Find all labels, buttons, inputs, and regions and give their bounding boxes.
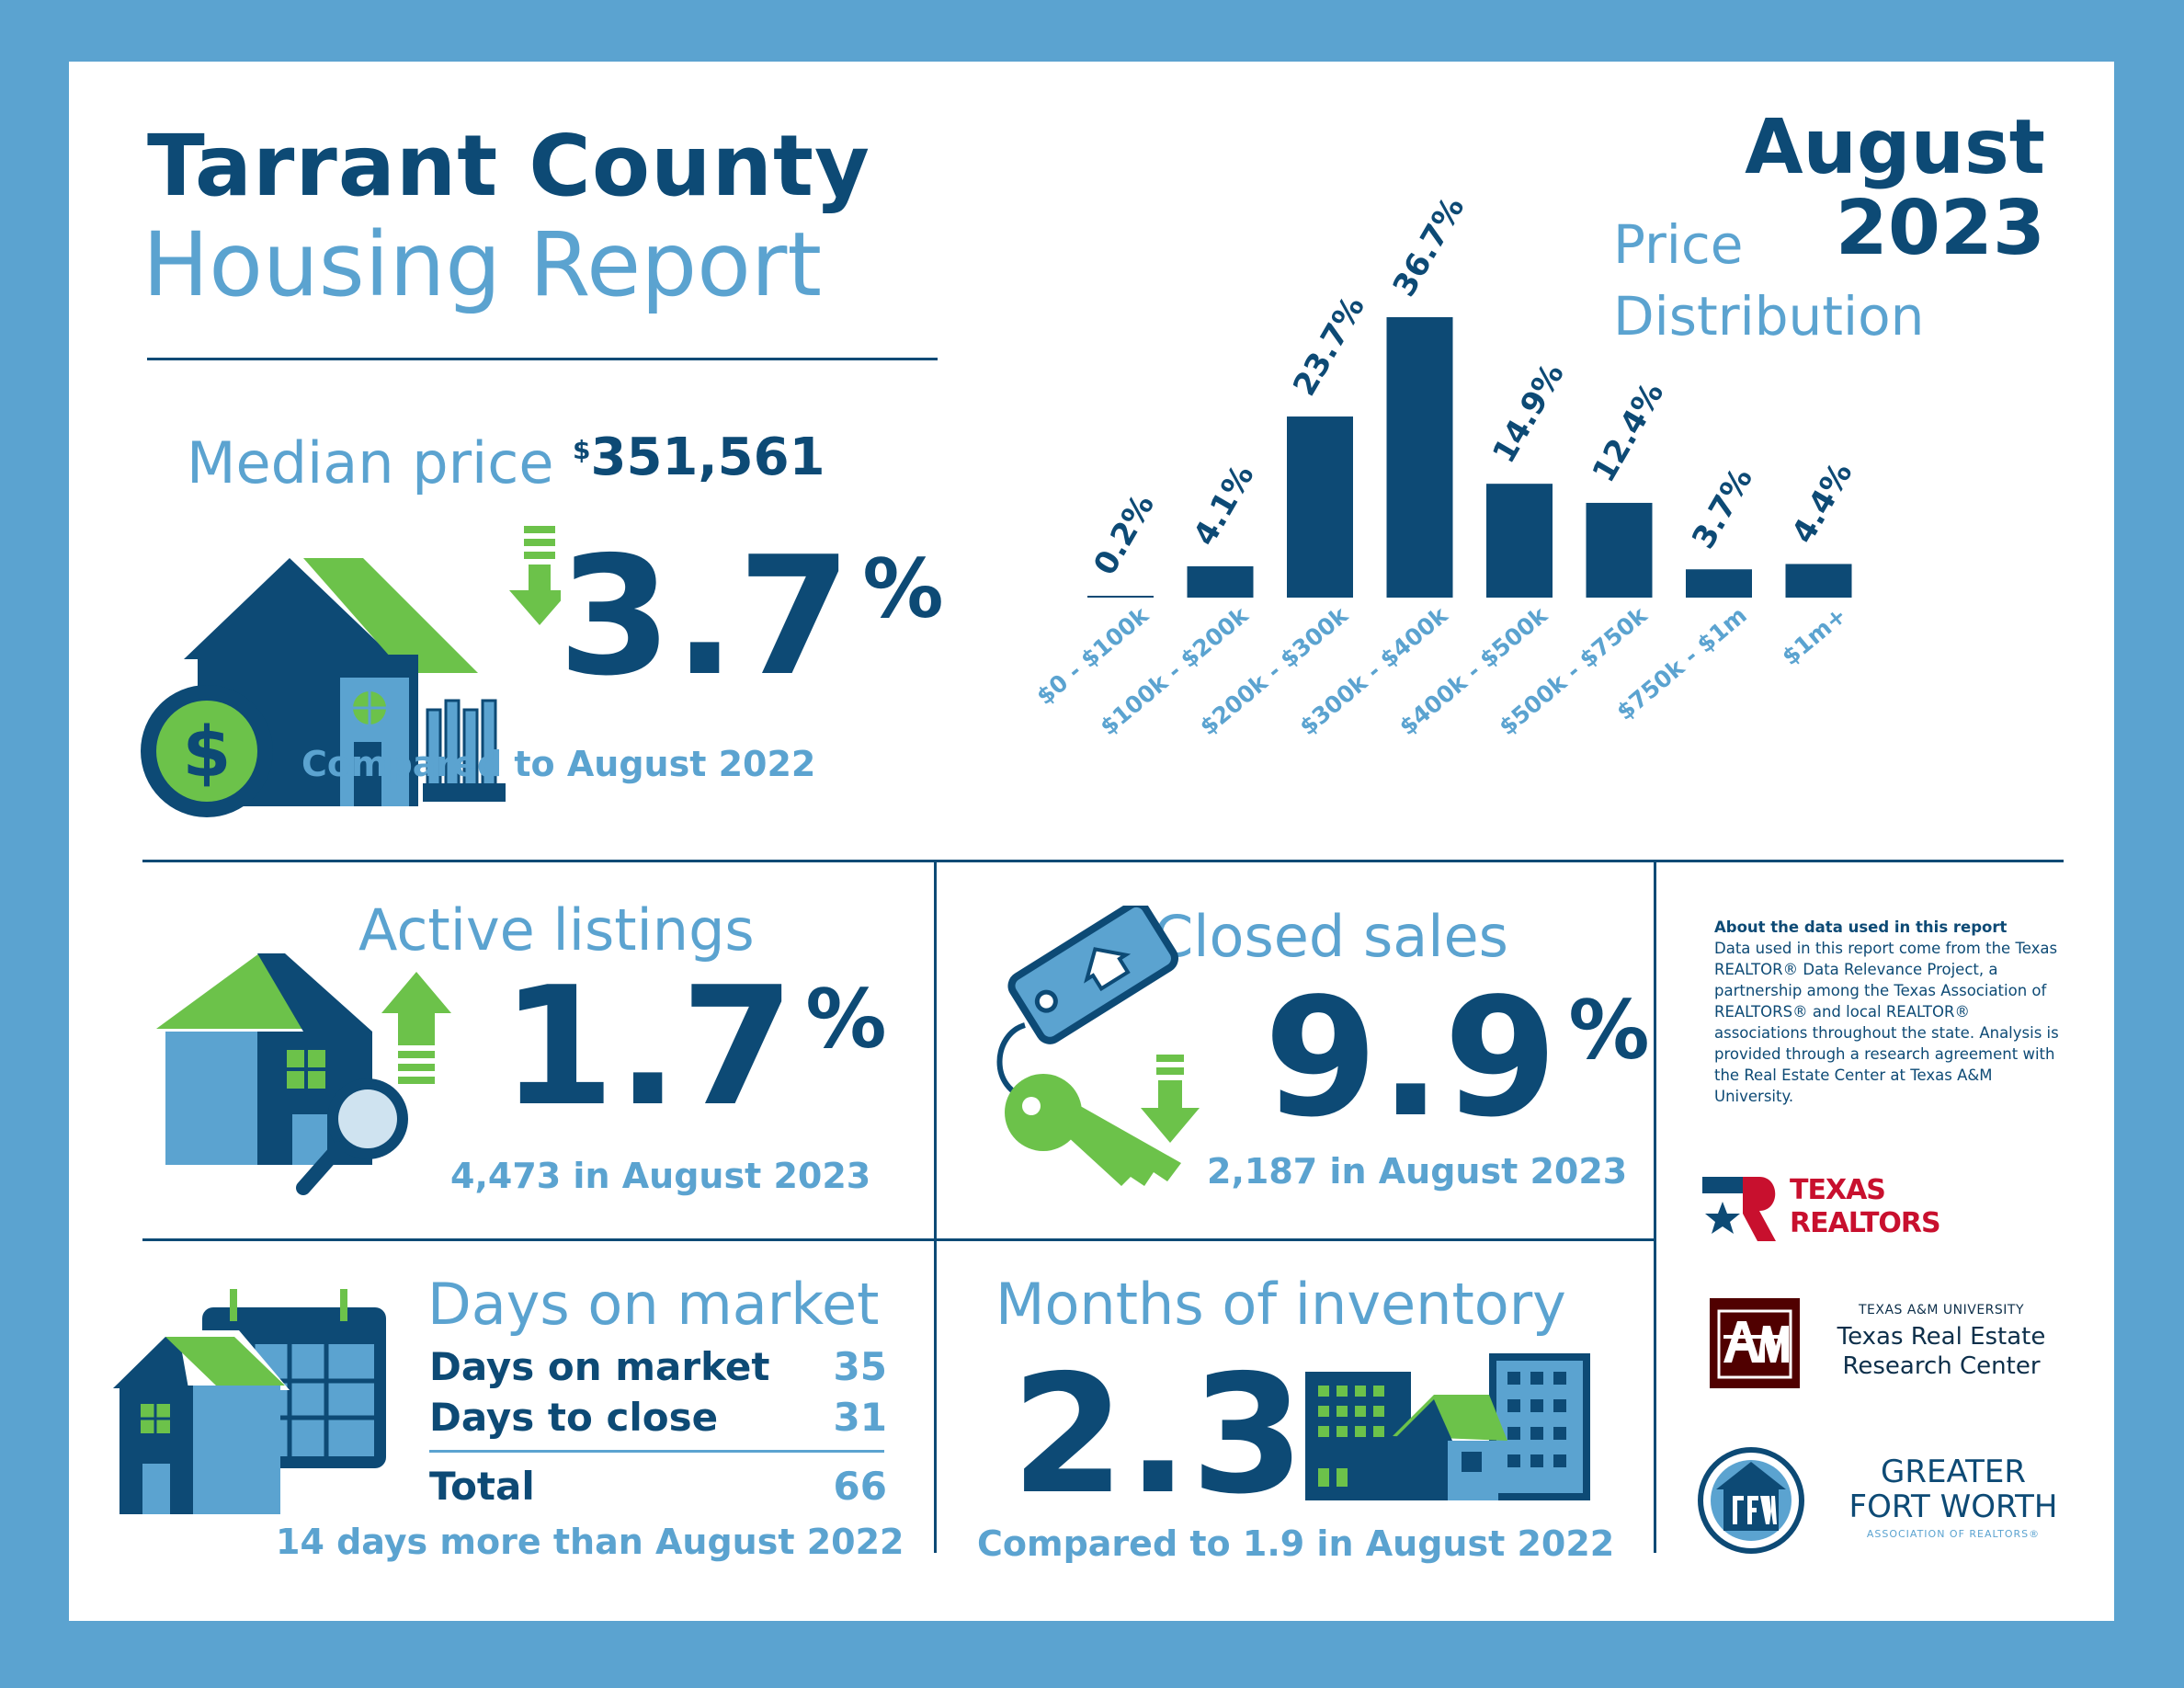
- bar-value-label-6: 12.4%: [1586, 376, 1672, 488]
- median-price-amount: 351,561: [590, 428, 825, 487]
- bar-3: [1287, 416, 1353, 598]
- bar-5: [1486, 484, 1553, 598]
- house-dollar-icon: $: [141, 526, 561, 817]
- report-title: Tarrant County: [147, 117, 870, 215]
- column-divider-2: [1654, 861, 1656, 1553]
- total-divider: [429, 1450, 884, 1453]
- about-data-note: About the data used in this report Data …: [1714, 917, 2064, 1107]
- median-currency: $: [573, 435, 591, 465]
- months-inventory-value: 2.3: [1011, 1340, 1307, 1530]
- median-price-label: Median price: [187, 429, 554, 496]
- active-change-unit: %: [805, 972, 889, 1066]
- gfw-emblem: [1698, 1447, 1804, 1554]
- price-distribution-label-line1: Price: [1613, 213, 1744, 276]
- total-row-label: Total: [429, 1464, 535, 1509]
- texas-realtors-line1: TEXAS: [1790, 1174, 1886, 1206]
- tamu-line2: Research Center: [1842, 1352, 2041, 1380]
- dom-row-label: Days on market: [429, 1344, 770, 1389]
- tamu-text: TEXAS A&M UNIVERSITY Texas Real Estate R…: [1813, 1303, 2070, 1380]
- category-label-8: $1m+: [1777, 601, 1851, 670]
- tamu-logo: TEXAS A&M UNIVERSITY Texas Real Estate R…: [1710, 1298, 2077, 1399]
- report-year: 2023: [1835, 185, 2045, 272]
- gfw-line2: FORT WORTH: [1848, 1488, 2058, 1525]
- inventory-comparison: Compared to 1.9 in August 2022: [977, 1523, 1615, 1564]
- closed-change: 9.9%: [1264, 963, 1652, 1153]
- bar-1: [1087, 596, 1154, 598]
- calendar-house-icon: [106, 1289, 386, 1514]
- months-inventory-label: Months of inventory: [995, 1271, 1566, 1338]
- about-heading: About the data used in this report: [1714, 918, 2008, 936]
- active-detail: 4,473 in August 2023: [450, 1156, 871, 1196]
- bar-value-label-2: 4.1%: [1187, 459, 1262, 553]
- total-row-value: 66: [833, 1464, 887, 1509]
- title-divider: [147, 358, 938, 360]
- bar-value-label-5: 14.9%: [1485, 358, 1572, 470]
- key-tag-icon: [996, 906, 1200, 1186]
- bar-value-label-1: 0.2%: [1086, 488, 1162, 582]
- dom-row-value: 35: [833, 1344, 887, 1389]
- gfw-line1: GREATER: [1881, 1454, 2026, 1490]
- gfw-line3: ASSOCIATION OF REALTORS®: [1866, 1528, 2041, 1540]
- section-divider: [142, 860, 2064, 862]
- price-distribution-label: Price Distribution: [1613, 209, 1924, 352]
- svg-text:$: $: [183, 711, 232, 793]
- bar-value-label-7: 3.7%: [1685, 462, 1760, 555]
- texas-realtors-text: TEXAS REALTORS: [1790, 1174, 1941, 1240]
- report-subtitle: Housing Report: [142, 213, 822, 316]
- days-on-market-label: Days on market: [427, 1271, 880, 1338]
- bar-8: [1785, 564, 1852, 598]
- active-change: 1.7%: [501, 952, 889, 1142]
- bar-4: [1386, 317, 1453, 598]
- texas-realtors-emblem: [1702, 1177, 1776, 1241]
- tamu-university: TEXAS A&M UNIVERSITY: [1858, 1303, 2025, 1317]
- closed-change-value: 9.9: [1264, 963, 1560, 1153]
- report-card: Tarrant County Housing Report August 202…: [69, 62, 2114, 1621]
- dtc-row-label: Days to close: [429, 1395, 719, 1440]
- bar-2: [1187, 565, 1254, 598]
- days-comparison: 14 days more than August 2022: [276, 1522, 904, 1562]
- about-body: Data used in this report come from the T…: [1714, 940, 2059, 1105]
- dtc-row-value: 31: [833, 1395, 887, 1440]
- median-change: 3.7%: [558, 521, 946, 712]
- closed-change-unit: %: [1568, 983, 1652, 1078]
- house-search-icon: [156, 953, 451, 1195]
- active-listings-label: Active listings: [358, 896, 755, 964]
- texas-realtors-line2: REALTORS: [1790, 1207, 1941, 1239]
- bar-value-label-8: 4.4%: [1785, 456, 1860, 550]
- buildings-icon: [1305, 1353, 1590, 1500]
- row-divider: [142, 1238, 1655, 1241]
- bar-value-label-3: 23.7%: [1286, 290, 1372, 402]
- price-distribution-label-line2: Distribution: [1613, 285, 1925, 348]
- gfw-logo: GREATER FORT WORTH ASSOCIATION OF REALTO…: [1696, 1445, 2100, 1556]
- closed-detail: 2,187 in August 2023: [1207, 1151, 1628, 1192]
- column-divider-1: [934, 861, 937, 1553]
- texas-realtors-logo: TEXAS REALTORS: [1702, 1169, 1951, 1248]
- tamu-mark: [1710, 1298, 1800, 1388]
- median-price-value: $351,561: [573, 428, 825, 487]
- gfw-text: GREATER FORT WORTH ASSOCIATION OF REALTO…: [1815, 1454, 2091, 1540]
- median-comparison: Compared to August 2022: [301, 744, 816, 784]
- tamu-line1: Texas Real Estate: [1837, 1323, 2046, 1351]
- bar-6: [1586, 502, 1653, 598]
- median-change-value: 3.7: [558, 521, 854, 712]
- bar-7: [1686, 569, 1752, 598]
- closed-sales-label: Closed sales: [1154, 903, 1508, 970]
- median-change-unit: %: [862, 542, 946, 636]
- report-date: August 2023: [1745, 108, 2045, 269]
- active-change-value: 1.7: [501, 952, 797, 1142]
- bar-value-label-4: 36.7%: [1386, 190, 1473, 302]
- report-month: August: [1745, 104, 2045, 191]
